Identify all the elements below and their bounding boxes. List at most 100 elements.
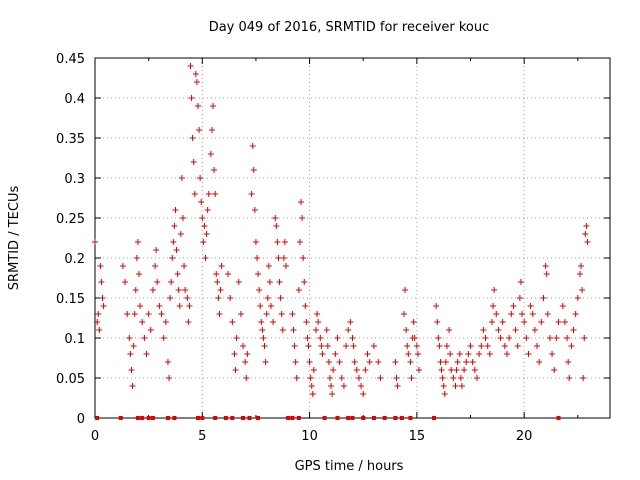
data-point <box>501 343 508 349</box>
data-point <box>129 383 136 389</box>
data-point <box>488 319 495 325</box>
data-point <box>207 151 214 157</box>
x-tick-label: 5 <box>198 429 206 444</box>
zero-point <box>393 416 398 420</box>
data-point <box>392 359 399 365</box>
data-point <box>314 311 321 317</box>
data-point <box>330 367 337 373</box>
data-point <box>177 231 184 237</box>
zero-point <box>382 416 387 420</box>
data-point <box>257 303 264 309</box>
x-tick-label: 10 <box>301 429 318 444</box>
data-point <box>170 239 177 245</box>
zero-point <box>556 416 561 420</box>
data-point <box>292 359 299 365</box>
data-point <box>202 255 209 261</box>
data-point <box>122 279 129 285</box>
data-point <box>215 295 222 301</box>
data-point <box>458 383 465 389</box>
data-point <box>153 247 160 253</box>
data-point <box>128 367 135 373</box>
x-axis-title: GPS time / hours <box>295 459 404 474</box>
data-point <box>187 63 194 69</box>
data-point <box>216 311 223 317</box>
data-point <box>542 263 549 269</box>
plot-frame <box>94 57 611 419</box>
data-point <box>582 231 589 237</box>
data-point <box>296 239 303 245</box>
data-point <box>143 351 150 357</box>
zero-point <box>296 416 301 420</box>
data-point <box>261 343 268 349</box>
data-point <box>250 167 257 173</box>
data-point <box>456 351 463 357</box>
data-point <box>173 247 180 253</box>
data-point <box>290 327 297 333</box>
data-point <box>440 383 447 389</box>
zero-point <box>213 416 218 420</box>
data-point <box>319 351 326 357</box>
data-point <box>298 199 304 205</box>
data-point <box>527 303 534 309</box>
data-point <box>179 215 186 221</box>
data-point <box>156 303 163 309</box>
zero-point <box>165 416 170 420</box>
data-point <box>281 239 288 245</box>
data-point <box>204 207 211 213</box>
y-tick-label: 0.05 <box>56 372 85 387</box>
zero-point <box>322 416 327 420</box>
data-point <box>497 335 504 341</box>
data-point <box>210 103 217 109</box>
data-point <box>147 327 154 333</box>
data-point <box>490 303 497 309</box>
data-point <box>299 215 306 221</box>
data-point <box>171 223 178 229</box>
data-point <box>133 255 140 261</box>
data-point <box>95 311 102 317</box>
data-point <box>565 359 572 365</box>
data-point <box>201 223 208 229</box>
data-point <box>218 263 225 269</box>
data-point <box>448 367 455 373</box>
data-point <box>272 215 279 221</box>
data-point <box>175 287 182 293</box>
data-point <box>252 239 259 245</box>
data-point <box>184 295 191 301</box>
data-point <box>214 279 221 285</box>
zero-point <box>432 416 437 420</box>
data-point <box>555 319 562 325</box>
zero-point <box>335 416 340 420</box>
data-point <box>135 271 142 277</box>
data-point <box>152 263 159 269</box>
data-point <box>495 327 502 333</box>
data-point <box>295 287 302 293</box>
data-point <box>453 367 460 373</box>
y-tick-labels: 0 0.05 0.1 0.15 0.2 0.25 0.3 0.35 0.4 0.45 <box>56 52 85 427</box>
data-point <box>347 319 354 325</box>
data-point <box>491 287 498 293</box>
data-point <box>523 335 530 341</box>
chart-title: Day 049 of 2016, SRMTID for receiver kou… <box>209 20 490 35</box>
data-point <box>266 279 273 285</box>
data-point <box>195 103 201 109</box>
data-point <box>439 375 446 381</box>
y-tick-label: 0.15 <box>56 292 85 307</box>
data-point <box>276 279 283 285</box>
data-point <box>212 191 219 197</box>
data-point <box>267 303 274 309</box>
data-point <box>543 271 550 277</box>
data-point <box>134 239 141 245</box>
data-point <box>249 143 256 149</box>
data-point <box>401 311 407 317</box>
data-point <box>227 295 234 301</box>
data-point <box>191 191 198 197</box>
data-point <box>248 191 255 197</box>
data-point <box>176 303 183 309</box>
zero-point <box>140 416 145 420</box>
data-point <box>200 239 207 245</box>
data-point <box>340 383 347 389</box>
data-point <box>529 311 536 317</box>
data-point <box>325 359 332 365</box>
data-point <box>370 343 377 349</box>
